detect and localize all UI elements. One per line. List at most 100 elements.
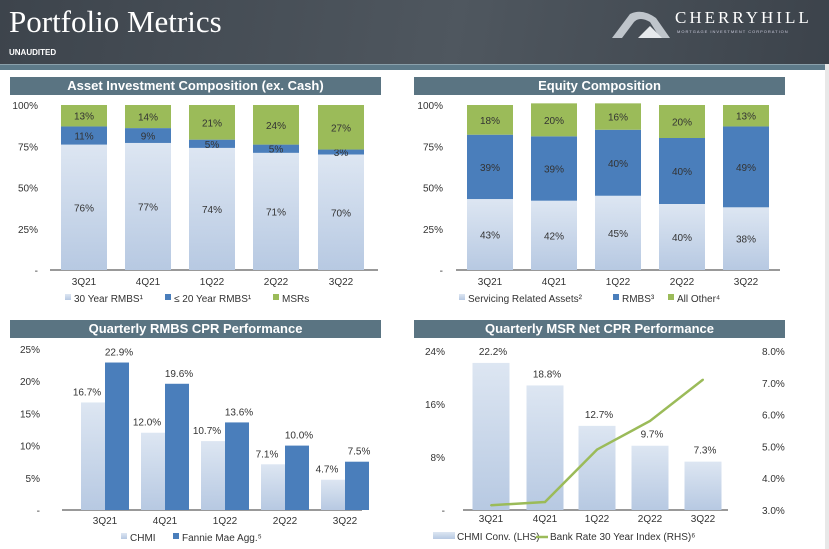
- data-label: 13.6%: [225, 407, 253, 418]
- data-label: 7.1%: [256, 449, 279, 460]
- stacked-bar-segment: [531, 136, 577, 201]
- data-label: 16.7%: [73, 387, 101, 398]
- data-label: 74%: [202, 205, 222, 216]
- y-tick-label: 24%: [425, 347, 445, 358]
- stacked-bar-segment: [531, 103, 577, 137]
- data-label: 14%: [138, 113, 158, 124]
- logo-name: CHERRYHILL: [675, 8, 812, 27]
- y-tick-label: 100%: [417, 101, 443, 112]
- x-tick-label: 3Q22: [333, 516, 358, 527]
- data-label: 13%: [736, 112, 756, 123]
- x-tick-label: 4Q21: [533, 514, 558, 525]
- cherryhill-logo-icon: [612, 11, 670, 38]
- y2-tick-label: 5.0%: [762, 442, 785, 453]
- y-tick-label: 15%: [20, 409, 40, 420]
- data-label: 70%: [331, 208, 351, 219]
- y-tick-label: 50%: [423, 184, 443, 195]
- data-label: 7.3%: [694, 446, 717, 457]
- stacked-bar-segment: [595, 103, 641, 130]
- bar: [201, 441, 225, 510]
- x-tick-label: 3Q21: [479, 514, 504, 525]
- bar: [225, 422, 249, 510]
- data-label: 19.6%: [165, 369, 193, 380]
- line-point: [490, 504, 492, 507]
- stacked-bar-segment: [318, 149, 364, 155]
- y2-tick-label: 4.0%: [762, 474, 785, 485]
- data-label: 20%: [544, 116, 564, 127]
- bar: [578, 425, 616, 510]
- bar: [105, 362, 129, 510]
- stacked-bar-segment: [253, 152, 299, 270]
- data-label: 13%: [74, 112, 94, 123]
- legend-swatch: [165, 294, 171, 300]
- y2-tick-label: 3.0%: [762, 506, 785, 517]
- stacked-bar-segment: [125, 105, 171, 129]
- data-label: 9.7%: [641, 430, 664, 441]
- bar: [165, 383, 189, 510]
- data-label: 20%: [672, 118, 692, 129]
- data-label: 9%: [141, 132, 156, 143]
- stacked-bar-segment: [318, 105, 364, 150]
- data-label: 10.7%: [193, 426, 221, 437]
- data-label: 71%: [266, 207, 286, 218]
- y2-tick-label: 7.0%: [762, 379, 785, 390]
- legend-swatch: [613, 294, 619, 300]
- y2-tick-label: 8.0%: [762, 347, 785, 358]
- y-tick-label: 20%: [20, 377, 40, 388]
- stacked-bar-segment: [61, 105, 107, 127]
- legend-label: Bank Rate 30 Year Index (RHS)⁶: [550, 532, 695, 543]
- data-label: 39%: [544, 165, 564, 176]
- y-tick-label: 100%: [12, 101, 38, 112]
- legend-swatch: [121, 533, 127, 539]
- x-tick-label: 1Q22: [200, 277, 225, 288]
- rmbs-cpr-title: Quarterly RMBS CPR Performance: [10, 320, 381, 338]
- y-tick-label: 25%: [423, 225, 443, 236]
- data-label: 3%: [334, 148, 349, 159]
- stacked-bar-segment: [467, 105, 513, 135]
- y-tick-label: -: [442, 506, 445, 517]
- legend-label: Fannie Mae Agg.⁵: [182, 533, 262, 544]
- data-label: 40%: [608, 159, 628, 170]
- y-tick-label: 16%: [425, 400, 445, 411]
- stacked-bar-segment: [467, 134, 513, 200]
- stacked-bar-segment: [595, 129, 641, 196]
- x-tick-label: 2Q22: [670, 277, 695, 288]
- data-label: 18.8%: [533, 369, 561, 380]
- data-label: 45%: [608, 229, 628, 240]
- asset-composition-title: Asset Investment Composition (ex. Cash): [10, 77, 381, 95]
- x-tick-label: 3Q21: [72, 277, 97, 288]
- legend-swatch: [459, 294, 465, 300]
- bar: [321, 479, 345, 510]
- x-tick-label: 4Q21: [542, 277, 567, 288]
- stacked-bar-segment: [189, 105, 235, 140]
- x-tick-label: 3Q22: [691, 514, 716, 525]
- y-tick-label: 75%: [423, 142, 443, 153]
- bar: [345, 461, 369, 510]
- legend-label: CHMI: [130, 533, 156, 544]
- stacked-bar-segment: [659, 105, 705, 138]
- bar: [81, 402, 105, 510]
- line-point: [544, 501, 546, 504]
- y-tick-label: 25%: [20, 345, 40, 356]
- scrollbar[interactable]: [825, 64, 829, 549]
- data-label: 12.0%: [133, 418, 161, 429]
- y2-tick-label: 6.0%: [762, 411, 785, 422]
- data-label: 5%: [205, 140, 220, 151]
- bar: [261, 464, 285, 510]
- legend-label: RMBS³: [622, 294, 655, 305]
- legend-label: ≤ 20 Year RMBS¹: [174, 294, 252, 305]
- line-point: [596, 448, 598, 451]
- x-tick-label: 1Q22: [213, 516, 238, 527]
- y-tick-label: 10%: [20, 442, 40, 453]
- stacked-bar-segment: [189, 139, 235, 148]
- data-label: 38%: [736, 235, 756, 246]
- data-label: 4.7%: [316, 465, 339, 476]
- y-tick-label: 75%: [18, 142, 38, 153]
- data-label: 42%: [544, 231, 564, 242]
- x-tick-label: 3Q21: [478, 277, 503, 288]
- header-banner: [0, 0, 829, 64]
- stacked-bar-segment: [723, 126, 769, 208]
- data-label: 18%: [480, 116, 500, 127]
- x-tick-label: 3Q21: [93, 516, 118, 527]
- logo-tagline: MORTGAGE INVESTMENT CORPORATION: [677, 29, 789, 34]
